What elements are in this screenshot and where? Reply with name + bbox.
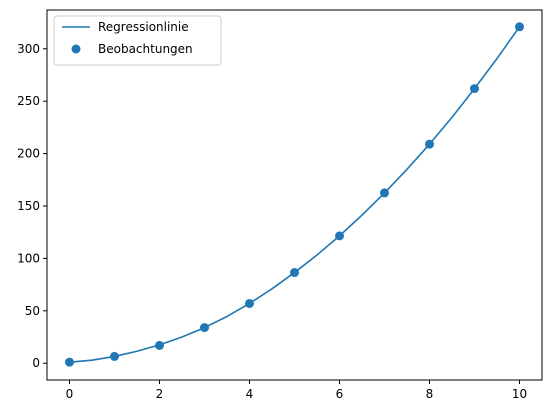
- x-axis-ticks: 0 2 4 6 8 10: [66, 380, 527, 401]
- series-line-regressionlinie: [69, 26, 521, 363]
- legend-label-beobachtungen: Beobachtungen: [98, 42, 193, 56]
- data-point-beobachtungen: [200, 323, 209, 333]
- x-tick-label: 8: [426, 387, 434, 401]
- y-axis-ticks: 0 50 100 150 200 250 300: [17, 42, 47, 370]
- plot-area: [65, 22, 524, 367]
- x-tick-label: 0: [66, 387, 74, 401]
- x-tick-label: 2: [156, 387, 164, 401]
- data-point-beobachtungen: [155, 340, 164, 350]
- legend-marker-swatch: [71, 44, 81, 54]
- data-point-beobachtungen: [65, 357, 74, 367]
- data-point-beobachtungen: [425, 139, 434, 149]
- x-tick-label: 4: [246, 387, 254, 401]
- y-tick-label: 150: [17, 199, 40, 213]
- data-point-beobachtungen: [290, 268, 299, 278]
- axes-frame: [46, 9, 543, 381]
- data-point-beobachtungen: [335, 231, 344, 241]
- y-tick-label: 200: [17, 147, 40, 161]
- y-tick-label: 50: [25, 304, 40, 318]
- data-point-beobachtungen: [380, 188, 389, 198]
- data-point-beobachtungen: [515, 22, 524, 32]
- data-point-beobachtungen: [110, 351, 119, 361]
- legend-box: [53, 15, 222, 66]
- data-point-beobachtungen: [470, 84, 479, 94]
- data-point-beobachtungen: [245, 298, 254, 308]
- legend: Regressionlinie Beobachtungen: [53, 15, 222, 66]
- y-tick-label: 250: [17, 94, 40, 108]
- legend-label-regressionlinie: Regressionlinie: [98, 20, 189, 34]
- y-tick-label: 100: [17, 251, 40, 265]
- x-tick-label: 10: [512, 387, 527, 401]
- axes: [46, 9, 543, 381]
- y-tick-label: 300: [17, 42, 40, 56]
- y-tick-label: 0: [32, 356, 40, 370]
- x-tick-label: 6: [336, 387, 344, 401]
